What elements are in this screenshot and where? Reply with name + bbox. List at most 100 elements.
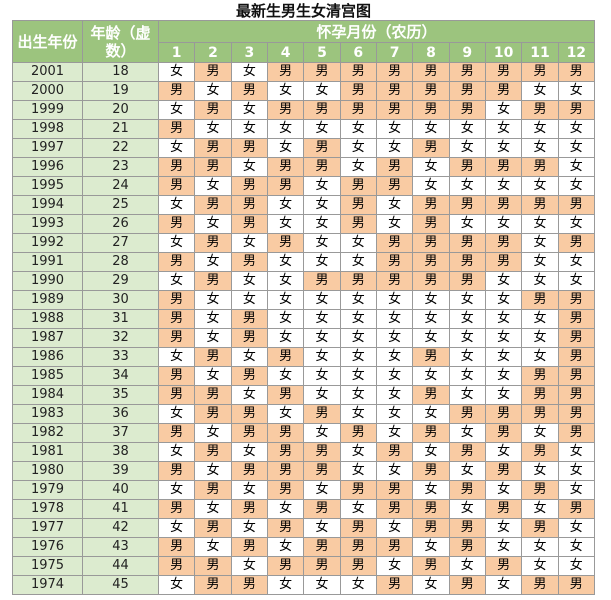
gender-cell: 女 (375, 423, 414, 443)
gender-cell: 女 (375, 290, 414, 310)
year-cell: 1999 (12, 100, 83, 120)
month-header: 3 (230, 42, 268, 63)
gender-cell: 女 (266, 271, 305, 291)
table-row: 1976 43 男女男女男男男女男女女女 (12, 537, 596, 557)
gender-cell: 男 (521, 385, 559, 405)
gender-cell: 男 (230, 252, 268, 272)
year-cell: 1992 (12, 233, 83, 253)
gender-cell: 男 (557, 366, 596, 386)
gender-cell: 女 (521, 461, 559, 481)
gender-cell: 女 (230, 518, 268, 538)
gender-cell: 男 (339, 556, 377, 576)
gender-cell: 男 (266, 556, 305, 576)
gender-cell: 女 (194, 328, 232, 348)
gender-cell: 男 (339, 81, 377, 101)
table-row: 1994 25 女男男女女男女男男男男男 (12, 195, 596, 215)
gender-cell: 女 (484, 100, 523, 120)
gender-cell: 男 (375, 252, 414, 272)
gender-cell: 女 (557, 556, 596, 576)
gender-cell: 男 (521, 442, 559, 462)
gender-cell: 男 (412, 423, 450, 443)
gender-cell: 男 (303, 404, 341, 424)
gender-cell: 男 (484, 233, 523, 253)
gender-cell: 男 (230, 404, 268, 424)
table-row: 1993 26 男女男女女男女男女女女女 (12, 214, 596, 234)
gender-cell: 男 (484, 62, 523, 82)
gender-cell: 男 (266, 518, 305, 538)
gender-cell: 男 (521, 157, 559, 177)
year-cell: 2000 (12, 81, 83, 101)
gender-cell: 男 (521, 100, 559, 120)
gender-cell: 女 (303, 309, 341, 329)
month-header: 2 (194, 42, 232, 63)
gender-cell: 男 (339, 176, 377, 196)
gender-cell: 男 (194, 404, 232, 424)
gender-cell: 男 (194, 62, 232, 82)
age-cell: 18 (82, 62, 159, 82)
age-cell: 42 (82, 518, 159, 538)
gender-cell: 男 (412, 385, 450, 405)
table-row: 1974 45 女男男女女女男女男女男男 (12, 575, 596, 595)
gender-cell: 女 (484, 271, 523, 291)
gender-cell: 女 (557, 518, 596, 538)
gender-cell: 女 (484, 518, 523, 538)
gender-cell: 女 (375, 404, 414, 424)
gender-cell: 女 (484, 290, 523, 310)
gender-cell: 女 (557, 252, 596, 272)
gender-cell: 女 (339, 119, 377, 139)
gender-cell: 男 (521, 518, 559, 538)
gender-cell: 女 (484, 119, 523, 139)
gender-cell: 男 (157, 537, 196, 557)
gender-cell: 女 (266, 138, 305, 158)
gender-cell: 男 (448, 404, 486, 424)
gender-cell: 女 (484, 347, 523, 367)
gender-cell: 男 (375, 480, 414, 500)
table-row: 1986 33 女男女男女女女男女女女男 (12, 347, 596, 367)
gender-cell: 女 (448, 347, 486, 367)
gender-cell: 女 (375, 385, 414, 405)
year-header: 出生年份 (12, 20, 83, 63)
age-cell: 36 (82, 404, 159, 424)
gender-cell: 女 (339, 233, 377, 253)
gender-cell: 男 (448, 480, 486, 500)
table-row: 1979 40 女男女男女男男女男女男女 (12, 480, 596, 500)
age-cell: 43 (82, 537, 159, 557)
table-row: 1988 31 男女男女女女女女女女女男 (12, 309, 596, 329)
gender-cell: 女 (339, 575, 377, 595)
gender-cell: 女 (303, 81, 341, 101)
gender-cell: 女 (230, 290, 268, 310)
gender-cell: 男 (412, 138, 450, 158)
gender-cell: 女 (339, 499, 377, 519)
gender-cell: 男 (448, 537, 486, 557)
gender-cell: 女 (448, 214, 486, 234)
gender-cell: 男 (412, 214, 450, 234)
gender-cell: 男 (194, 442, 232, 462)
month-header: 1 (157, 42, 196, 63)
gender-cell: 男 (521, 480, 559, 500)
gender-cell: 女 (194, 499, 232, 519)
gender-cell: 男 (484, 81, 523, 101)
gender-cell: 女 (303, 290, 341, 310)
gender-cell: 男 (339, 271, 377, 291)
gender-cell: 女 (412, 309, 450, 329)
gender-cell: 男 (412, 499, 450, 519)
gender-cell: 女 (266, 214, 305, 234)
gender-cell: 女 (157, 233, 196, 253)
gender-cell: 女 (339, 328, 377, 348)
gender-cell: 男 (230, 138, 268, 158)
gender-cell: 男 (375, 442, 414, 462)
gender-cell: 女 (412, 480, 450, 500)
gender-cell: 男 (230, 499, 268, 519)
gender-cell: 男 (448, 157, 486, 177)
gender-cell: 女 (484, 328, 523, 348)
year-cell: 1996 (12, 157, 83, 177)
year-cell: 1997 (12, 138, 83, 158)
gender-cell: 男 (230, 176, 268, 196)
table-row: 1991 28 男女男女女女男男男男女女 (12, 252, 596, 272)
gender-cell: 男 (157, 81, 196, 101)
gender-cell: 男 (194, 518, 232, 538)
table-row: 1975 44 男男女男男男女男女男女女 (12, 556, 596, 576)
month-header: 6 (339, 42, 377, 63)
year-cell: 1987 (12, 328, 83, 348)
gender-cell: 女 (484, 366, 523, 386)
